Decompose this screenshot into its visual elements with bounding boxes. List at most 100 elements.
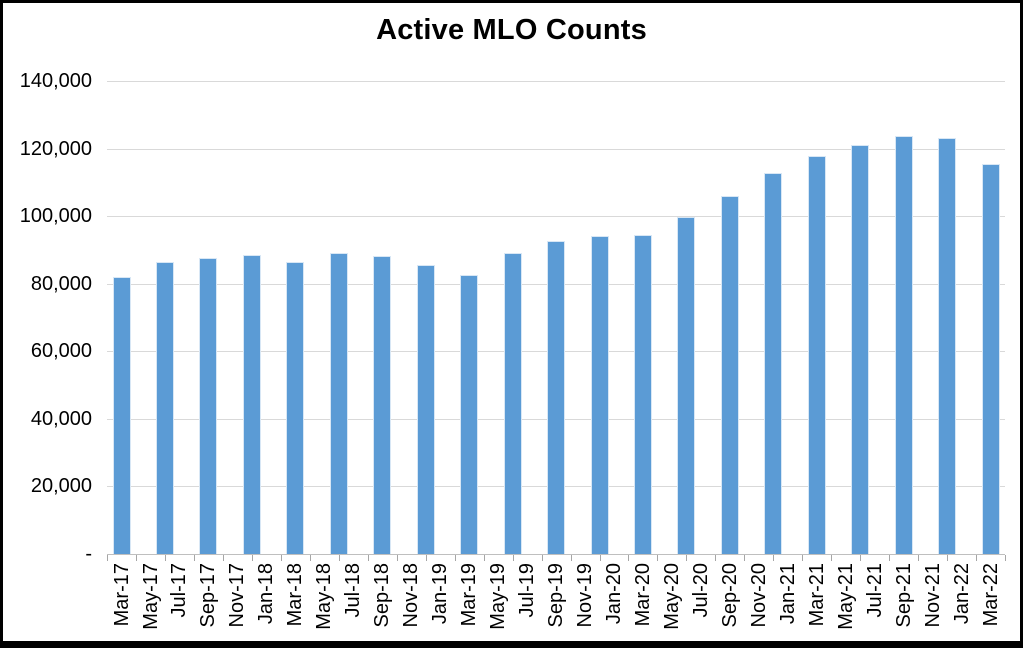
x-axis-label: Jan-20 (602, 563, 626, 630)
y-axis-label: 20,000 (30, 475, 92, 498)
x-axis-label: May-17 (139, 563, 163, 636)
x-axis-label: Nov-21 (921, 563, 945, 633)
x-axis-label-text: Mar-20 (631, 563, 654, 627)
x-axis-label-text: Nov-20 (747, 563, 770, 628)
x-axis-label-text: May-17 (139, 563, 162, 630)
axis-tick (512, 555, 514, 561)
axis-tick (744, 555, 746, 561)
x-axis-label-text: Nov-21 (921, 563, 944, 628)
x-axis-label: Sep-19 (544, 563, 568, 634)
bar (503, 253, 522, 554)
bar (416, 264, 435, 554)
bar (851, 144, 870, 554)
x-axis-label: Mar-17 (110, 563, 134, 632)
axis-tick (280, 555, 282, 561)
bar (460, 274, 479, 554)
x-axis-label: Sep-21 (892, 563, 916, 634)
axis-tick (715, 555, 717, 561)
x-axis-label: Nov-17 (225, 563, 249, 633)
x-axis-label: Jan-18 (254, 563, 278, 630)
bar (807, 155, 826, 554)
x-axis-label: Nov-20 (747, 563, 771, 633)
x-axis-label: Jul-21 (863, 563, 887, 623)
x-axis-label-text: Jul-21 (863, 563, 886, 618)
x-axis-label-text: Mar-18 (284, 563, 307, 627)
bar (938, 138, 957, 554)
axis-tick (889, 555, 891, 561)
x-axis-label-text: Jul-19 (516, 563, 538, 618)
x-axis-label-text: Jan-22 (950, 563, 973, 625)
axis-tick (193, 555, 195, 561)
bar (981, 164, 1000, 554)
axis-tick (1005, 555, 1006, 561)
x-axis-label: Sep-20 (718, 563, 742, 634)
axis-tick (367, 555, 369, 561)
axis-tick (628, 555, 630, 561)
axis-tick (338, 555, 340, 561)
x-axis-label: Jul-20 (689, 563, 713, 623)
axis-tick (251, 555, 253, 561)
y-axis-label: 140,000 (19, 70, 92, 92)
x-axis-label: Nov-18 (399, 563, 423, 633)
bar (242, 255, 261, 554)
x-axis-label: Mar-21 (805, 563, 829, 632)
axis-tick (860, 555, 862, 561)
x-axis-label: May-21 (834, 563, 858, 636)
x-axis-label: Mar-18 (283, 563, 307, 632)
axis-tick (686, 555, 688, 561)
axis-tick (425, 555, 427, 561)
x-axis-label-text: Jan-19 (429, 563, 452, 625)
x-axis-label: Sep-18 (370, 563, 394, 634)
bar (677, 217, 696, 554)
axis-tick (396, 555, 398, 561)
axis-tick (976, 555, 977, 561)
axis-tick (164, 555, 166, 561)
x-axis-line (107, 554, 1005, 555)
x-axis-label: Mar-20 (631, 563, 655, 632)
x-axis-label: Mar-19 (457, 563, 481, 632)
x-axis-label-text: Jul-20 (689, 563, 712, 618)
x-axis-label-text: Mar-21 (805, 563, 828, 627)
x-axis-label-text: Sep-17 (197, 563, 220, 628)
y-axis-label: 40,000 (30, 407, 92, 430)
bar (633, 234, 652, 554)
axis-tick (570, 555, 572, 561)
x-axis-label-text: Sep-21 (892, 563, 915, 628)
x-axis-label-text: Nov-18 (400, 563, 423, 628)
bar (373, 256, 392, 554)
axis-tick (918, 555, 920, 561)
axis-tick (107, 555, 108, 561)
x-axis-label: Jul-18 (341, 563, 365, 623)
x-axis-label-text: Jan-20 (602, 563, 625, 625)
axis-tick (309, 555, 311, 561)
x-axis-label-text: Jul-17 (168, 563, 191, 618)
x-axis-label-text: Jan-21 (776, 563, 799, 625)
x-axis-label-text: Nov-19 (574, 563, 596, 628)
x-axis-label-text: Nov-17 (226, 563, 249, 628)
x-axis-label: Jul-19 (515, 563, 539, 623)
x-axis-label-text: May-21 (834, 563, 857, 630)
x-axis-label-text: Mar-19 (458, 563, 481, 627)
y-axis-label: 100,000 (19, 205, 92, 228)
x-axis-label: Jan-19 (428, 563, 452, 630)
x-axis-label: Nov-19 (573, 563, 597, 633)
bar (199, 258, 218, 554)
bar (155, 262, 174, 554)
axis-tick (541, 555, 543, 561)
bar (720, 195, 739, 554)
x-axis-label-text: Mar-22 (979, 563, 1002, 627)
axis-tick (136, 555, 137, 561)
bar (764, 173, 783, 554)
x-axis-label-text: Sep-19 (545, 563, 567, 628)
gridline (107, 216, 1005, 218)
gridline (107, 148, 1005, 150)
x-axis-label: May-19 (486, 563, 510, 636)
axis-tick (483, 555, 485, 561)
x-axis-label-text: Jul-18 (342, 563, 365, 618)
x-axis-label: Jul-17 (167, 563, 191, 623)
axis-tick (802, 555, 804, 561)
axis-tick (222, 555, 224, 561)
y-axis-label: - (85, 543, 92, 565)
bar (112, 277, 131, 554)
